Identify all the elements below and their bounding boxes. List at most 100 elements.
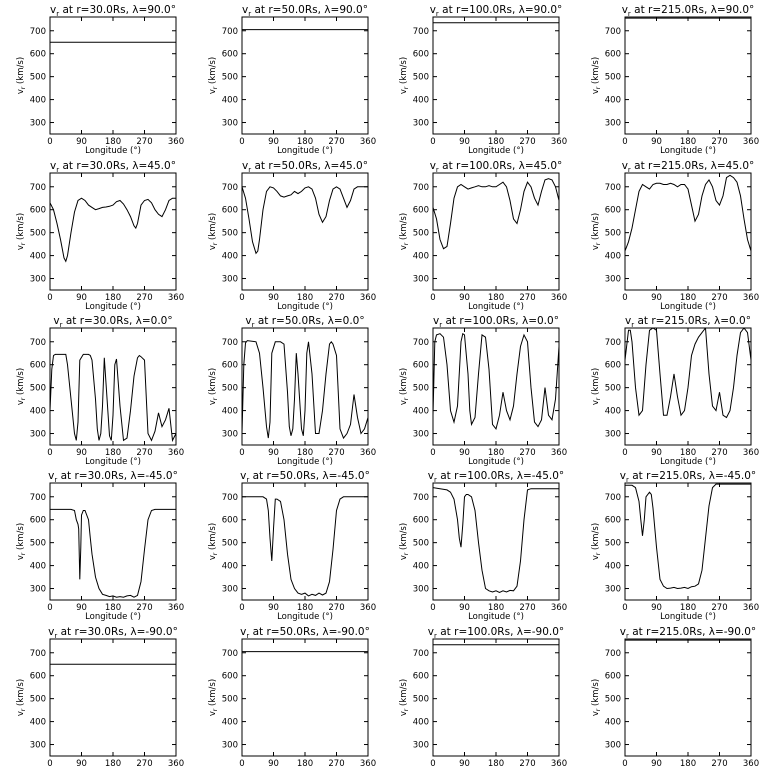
x-tick-label: 270 (519, 137, 535, 147)
x-tick-label: 90 (459, 137, 470, 147)
y-tick-label: 500 (605, 695, 621, 705)
x-axis-label: Longitude (°) (85, 146, 141, 156)
chart-title: vr at r=100.0Rs, λ=-90.0° (428, 626, 564, 640)
chart-title: vr at r=30.0Rs, λ=-90.0° (48, 626, 178, 640)
chart-panel: vr at r=215.0Rs, λ=45.0° 0 90 180 270 360 300 4… (591, 160, 759, 312)
plot-frame (49, 482, 177, 601)
x-tick-label: 90 (76, 448, 87, 458)
x-axis-label: Longitude (°) (468, 302, 524, 312)
y-tick-label: 500 (413, 384, 429, 394)
y-tick-label: 300 (30, 585, 46, 595)
x-tick-label: 0 (47, 603, 52, 613)
y-tick-label: 300 (413, 275, 429, 285)
y-tick-label: 400 (30, 562, 46, 572)
y-tick-label: 300 (222, 119, 238, 129)
x-tick-label: 360 (168, 759, 184, 768)
chart-panel: vr at r=30.0Rs, λ=0.0° 0 90 180 270 360 300 400… (16, 315, 184, 467)
x-tick-label: 90 (76, 137, 87, 147)
chart-title: vr at r=215.0Rs, λ=45.0° (622, 160, 755, 174)
y-axis-label: vr (km/s) (399, 679, 410, 716)
y-tick-label: 700 (30, 493, 46, 503)
x-tick-label: 0 (430, 759, 435, 768)
x-tick-label: 270 (519, 603, 535, 613)
x-axis-label: Longitude (°) (660, 612, 716, 622)
x-tick-label: 90 (268, 759, 279, 768)
y-tick-label: 300 (413, 741, 429, 751)
x-tick-label: 360 (551, 759, 567, 768)
y-tick-label: 500 (30, 384, 46, 394)
x-tick-label: 90 (459, 293, 470, 303)
x-tick-label: 270 (711, 759, 727, 768)
y-tick-label: 700 (30, 338, 46, 348)
y-tick-label: 400 (222, 252, 238, 262)
y-axis-label: vr (km/s) (16, 57, 27, 94)
x-tick-label: 360 (360, 137, 376, 147)
x-tick-label: 270 (328, 293, 344, 303)
chart-panel: vr at r=30.0Rs, λ=-90.0° 0 90 180 270 360 300 4… (16, 626, 184, 768)
x-tick-label: 270 (136, 603, 152, 613)
x-tick-label: 270 (519, 759, 535, 768)
x-axis-label: Longitude (°) (277, 302, 333, 312)
y-tick-label: 600 (30, 672, 46, 682)
y-tick-label: 400 (605, 407, 621, 417)
x-tick-label: 360 (551, 293, 567, 303)
plot-frame (432, 172, 560, 291)
x-tick-label: 270 (328, 448, 344, 458)
chart-panel: vr at r=215.0Rs, λ=-45.0° 0 90 180 270 360 300… (591, 470, 759, 622)
series-line (242, 186, 368, 255)
y-tick-label: 600 (605, 361, 621, 371)
y-axis-label: vr (km/s) (591, 679, 602, 716)
y-tick-label: 500 (413, 695, 429, 705)
y-tick-label: 700 (222, 338, 238, 348)
x-tick-label: 180 (105, 293, 121, 303)
x-tick-label: 270 (519, 448, 535, 458)
chart-panel: vr at r=100.0Rs, λ=-90.0° 0 90 180 270 360 300… (399, 626, 567, 768)
x-tick-label: 360 (743, 293, 759, 303)
x-tick-label: 180 (680, 448, 696, 458)
plot-frame (624, 638, 752, 757)
y-tick-label: 300 (605, 275, 621, 285)
x-tick-label: 90 (268, 603, 279, 613)
y-tick-label: 700 (413, 493, 429, 503)
x-tick-label: 180 (488, 137, 504, 147)
x-tick-label: 0 (239, 293, 244, 303)
y-tick-label: 500 (413, 73, 429, 83)
x-tick-label: 90 (76, 603, 87, 613)
chart-title: vr at r=50.0Rs, λ=90.0° (242, 4, 368, 18)
y-tick-label: 300 (605, 430, 621, 440)
x-axis-label: Longitude (°) (468, 612, 524, 622)
x-tick-label: 360 (168, 448, 184, 458)
y-tick-label: 300 (605, 119, 621, 129)
x-tick-label: 360 (360, 759, 376, 768)
x-tick-label: 0 (430, 137, 435, 147)
y-tick-label: 400 (413, 252, 429, 262)
x-tick-label: 180 (297, 448, 313, 458)
y-tick-label: 700 (605, 649, 621, 659)
chart-title: vr at r=30.0Rs, λ=90.0° (50, 4, 176, 18)
x-tick-label: 180 (105, 759, 121, 768)
y-tick-label: 300 (30, 741, 46, 751)
x-tick-label: 180 (105, 137, 121, 147)
plot-frame (241, 16, 369, 135)
x-tick-label: 90 (459, 759, 470, 768)
chart-title: vr at r=100.0Rs, λ=0.0° (433, 315, 559, 329)
y-tick-label: 700 (605, 183, 621, 193)
y-tick-label: 500 (30, 229, 46, 239)
y-axis-label: vr (km/s) (399, 213, 410, 250)
y-tick-label: 300 (605, 585, 621, 595)
x-tick-label: 180 (297, 293, 313, 303)
x-tick-label: 360 (743, 603, 759, 613)
x-tick-label: 360 (168, 293, 184, 303)
x-axis-label: Longitude (°) (277, 612, 333, 622)
chart-panel: vr at r=50.0Rs, λ=90.0° 0 90 180 270 360 300 40… (208, 4, 376, 156)
y-axis-label: vr (km/s) (16, 679, 27, 716)
chart-panel: vr at r=215.0Rs, λ=-90.0° 0 90 180 270 360 300… (591, 626, 759, 768)
chart-title: vr at r=100.0Rs, λ=-45.0° (428, 470, 564, 484)
x-tick-label: 90 (459, 448, 470, 458)
y-tick-label: 400 (605, 562, 621, 572)
chart-panel: vr at r=215.0Rs, λ=0.0° 0 90 180 270 360 300 40… (591, 315, 759, 467)
x-tick-label: 360 (360, 448, 376, 458)
x-tick-label: 0 (622, 759, 627, 768)
x-tick-label: 360 (360, 603, 376, 613)
